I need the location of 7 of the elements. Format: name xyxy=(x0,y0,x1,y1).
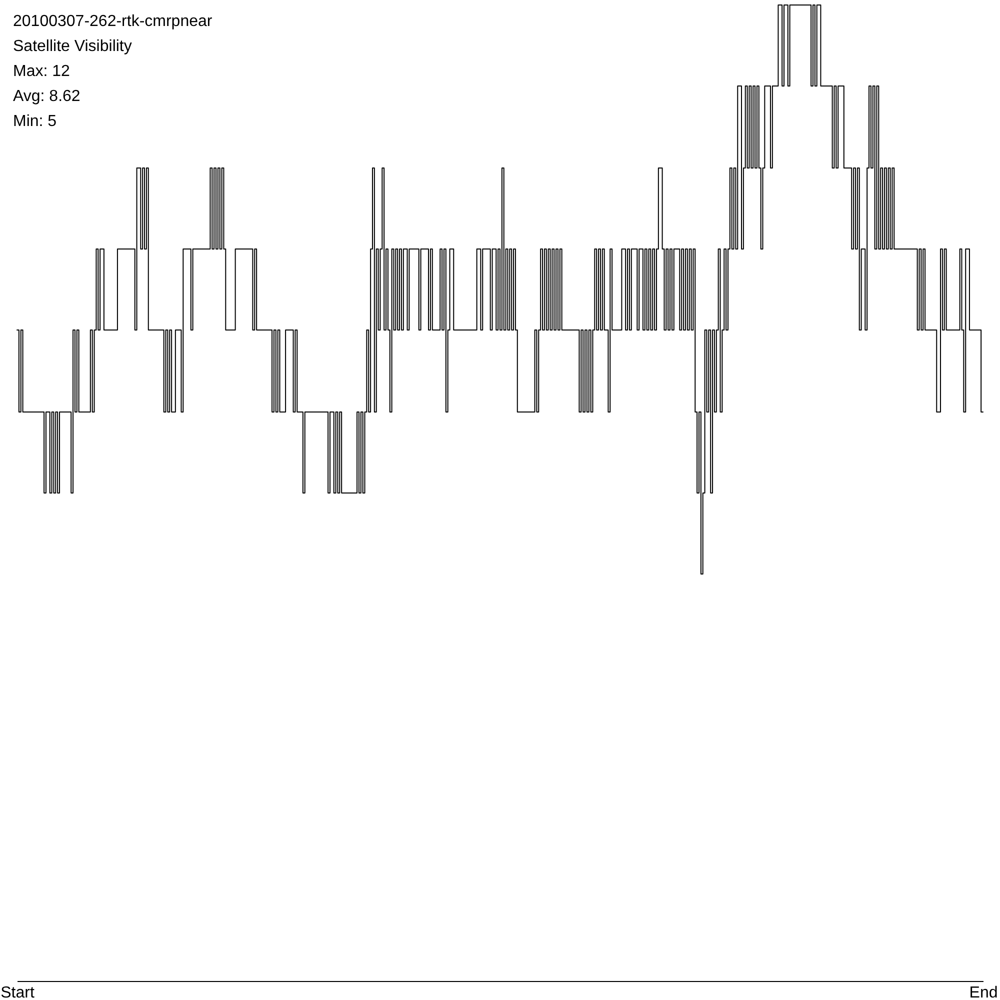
annotation: Min: 5 xyxy=(13,113,57,130)
annotation: Max: 12 xyxy=(13,63,70,80)
x-tick-label: End xyxy=(969,984,998,1000)
x-tick-label: Start xyxy=(0,984,35,1000)
text: 20100307-262-rtk-cmrpnear xyxy=(13,13,213,30)
text: Satellite Visibility xyxy=(13,38,132,55)
annotation: Avg: 8.62 xyxy=(13,88,80,105)
